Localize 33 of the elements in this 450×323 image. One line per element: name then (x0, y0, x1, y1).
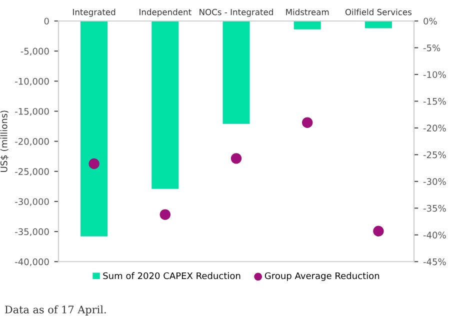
y-tick-label: -25,000 (15, 168, 49, 176)
y2-tick-label: -45% (423, 258, 446, 266)
text: Data as of 17 April. (5, 305, 106, 316)
y-tick-label: -10,000 (15, 78, 49, 86)
point (88, 158, 100, 170)
legend-label: Sum of 2020 CAPEX Reduction (103, 272, 240, 280)
y2-tick-label: -30% (423, 178, 446, 185)
y2-tick-label: -15% (423, 98, 446, 105)
y-tick-label: -5,000 (20, 48, 49, 56)
point (230, 153, 242, 164)
legend-label: Group Average Reduction (264, 272, 380, 281)
y-tick-label: -40,000 (15, 258, 49, 266)
y2-tick-label: 0% (424, 18, 437, 25)
y2-tick-label: -20% (423, 124, 446, 132)
y-tick-label: -20,000 (15, 138, 49, 146)
point (160, 209, 171, 220)
point (373, 226, 384, 237)
x-tick-label: NOCs - Integrated (200, 8, 273, 17)
y-tick-label: -30,000 (15, 198, 49, 206)
y2-tick-label: -5% (423, 44, 440, 52)
x-tick-label: Oilfield Services (345, 8, 412, 16)
y-tick-label: -15,000 (15, 108, 49, 116)
x-tick-label: Independent (140, 8, 192, 17)
x-tick-label: Integrated (73, 8, 116, 17)
y-tick-label: 0 (44, 18, 49, 25)
y-tick-label: -35,000 (15, 228, 49, 236)
y-axis-title: US$ (millions) (0, 110, 9, 172)
y2-tick-label: -40% (423, 232, 446, 238)
point (302, 117, 313, 128)
x-tick-label: Midstream (286, 8, 329, 16)
y2-tick-label: -35% (423, 204, 446, 212)
y2-tick-label: -10% (423, 71, 446, 78)
y2-tick-label: -25% (423, 151, 446, 158)
